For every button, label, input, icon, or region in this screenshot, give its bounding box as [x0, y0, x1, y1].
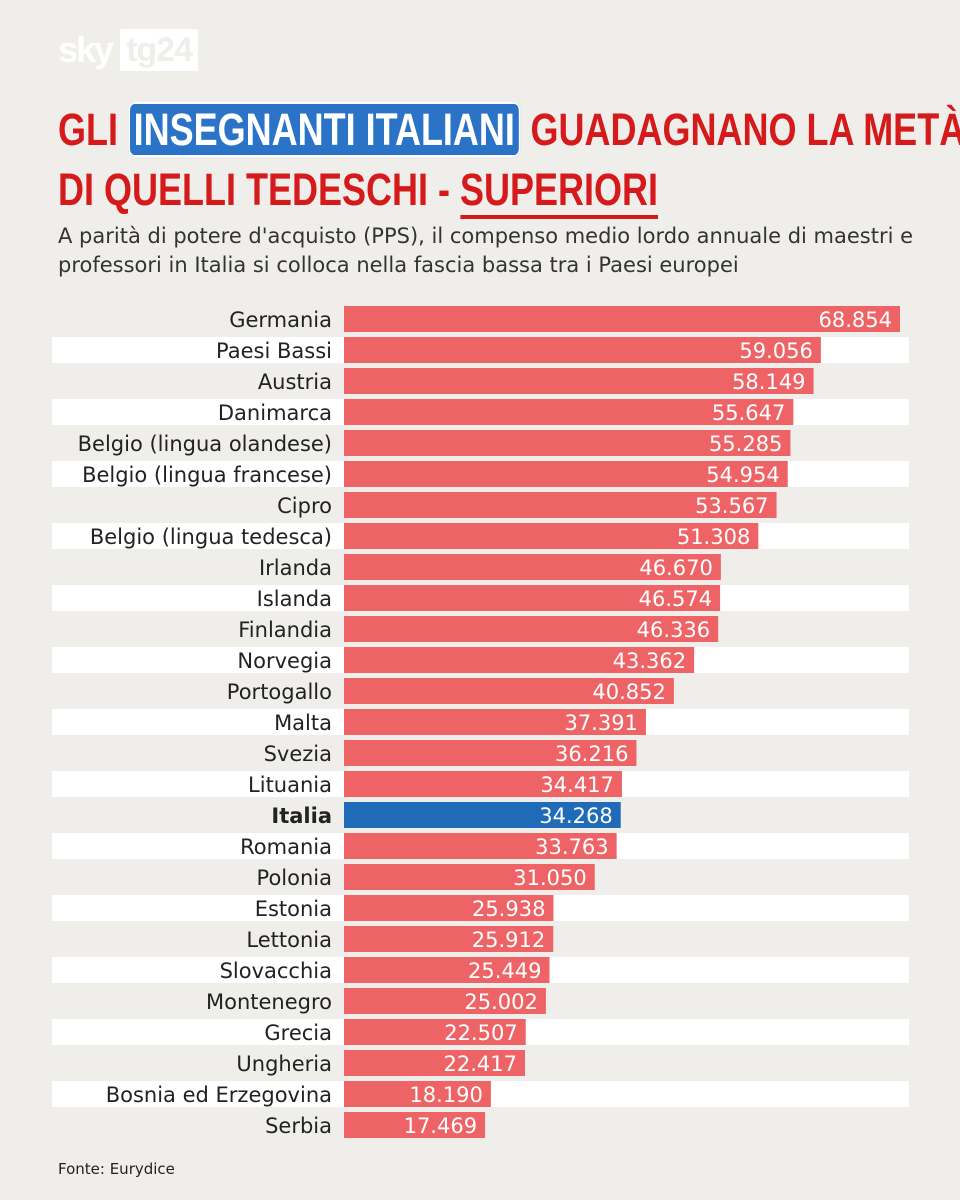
bar-23 — [344, 1019, 526, 1045]
bar-1 — [344, 337, 821, 363]
category-label: Lituania — [248, 773, 332, 797]
sky-tg24-logo: sky tg24 — [58, 28, 198, 72]
value-label: 34.417 — [540, 773, 613, 797]
title-part-1: GLI — [58, 104, 118, 155]
source-note: Fonte: Eurydice — [58, 1160, 175, 1178]
bar-11 — [344, 647, 695, 673]
category-label: Montenegro — [206, 990, 332, 1014]
value-label: 25.449 — [468, 959, 541, 983]
value-label: 43.362 — [613, 649, 686, 673]
title-highlight: INSEGNANTI ITALIANI — [128, 102, 521, 157]
bar-2 — [344, 368, 814, 394]
bar-22 — [344, 988, 546, 1014]
value-label: 46.336 — [637, 618, 710, 642]
bar-14 — [344, 740, 637, 766]
category-label: Svezia — [264, 742, 332, 766]
bar-18 — [344, 864, 595, 890]
bar-4 — [344, 430, 791, 456]
category-label: Grecia — [264, 1021, 332, 1045]
value-label: 25.002 — [464, 990, 537, 1014]
category-label: Islanda — [257, 587, 332, 611]
subtitle: A parità di potere d'acquisto (PPS), il … — [58, 224, 914, 277]
title-line-1: GLI INSEGNANTI ITALIANI GUADAGNANO LA ME… — [58, 100, 960, 160]
bar-15 — [344, 771, 622, 797]
value-label: 31.050 — [513, 866, 586, 890]
value-label: 68.854 — [819, 308, 892, 332]
bar-10 — [344, 616, 719, 642]
value-label: 18.190 — [409, 1083, 482, 1107]
category-label: Lettonia — [246, 928, 332, 952]
category-label: Estonia — [255, 897, 332, 921]
category-label: Polonia — [257, 866, 332, 890]
bar-5 — [344, 461, 788, 487]
value-label: 40.852 — [592, 680, 665, 704]
value-label: 33.763 — [535, 835, 608, 859]
bar-7 — [344, 523, 759, 549]
title-underlined: SUPERIORI — [460, 164, 659, 219]
bar-16 — [344, 802, 621, 828]
title-part-2: GUADAGNANO LA METÀ — [530, 104, 960, 155]
value-label: 51.308 — [677, 525, 750, 549]
title-line-2: DI QUELLI TEDESCHI - SUPERIORI — [58, 160, 762, 220]
value-label: 37.391 — [564, 711, 637, 735]
logo-tg24-text: tg24 — [120, 29, 198, 71]
category-label: Belgio (lingua tedesca) — [90, 525, 332, 549]
value-label: 25.912 — [472, 928, 545, 952]
bar-25 — [344, 1081, 491, 1107]
bar-6 — [344, 492, 777, 518]
category-label: Bosnia ed Erzegovina — [106, 1083, 332, 1107]
value-label: 22.417 — [444, 1052, 517, 1076]
value-label: 34.268 — [539, 804, 612, 828]
bar-13 — [344, 709, 646, 735]
value-label: 46.574 — [639, 587, 712, 611]
category-label: Belgio (lingua olandese) — [78, 432, 332, 456]
category-label: Belgio (lingua francese) — [82, 463, 332, 487]
title-part-3: DI QUELLI TEDESCHI - — [58, 164, 451, 215]
category-label: Slovacchia — [220, 959, 332, 983]
category-label: Paesi Bassi — [216, 339, 332, 363]
category-label: Norvegia — [237, 649, 332, 673]
category-label: Finlandia — [238, 618, 332, 642]
bar-19 — [344, 895, 554, 921]
page-title: GLI INSEGNANTI ITALIANI GUADAGNANO LA ME… — [58, 100, 960, 220]
bar-3 — [344, 399, 794, 425]
value-label: 22.507 — [444, 1021, 517, 1045]
value-label: 53.567 — [695, 494, 768, 518]
category-label: Portogallo — [227, 680, 332, 704]
category-label: Irlanda — [259, 556, 332, 580]
value-label: 55.285 — [709, 432, 782, 456]
category-label: Romania — [240, 835, 332, 859]
category-label: Ungheria — [236, 1052, 332, 1076]
bar-9 — [344, 585, 721, 611]
value-label: 36.216 — [555, 742, 628, 766]
value-label: 58.149 — [732, 370, 805, 394]
category-label: Malta — [274, 711, 332, 735]
bar-8 — [344, 554, 721, 580]
category-label: Austria — [258, 370, 332, 394]
category-label: Italia — [271, 804, 332, 828]
bar-0 — [344, 306, 900, 332]
category-label: Cipro — [277, 494, 332, 518]
bar-24 — [344, 1050, 526, 1076]
bar-12 — [344, 678, 674, 704]
category-label: Germania — [229, 308, 332, 332]
value-label: 55.647 — [712, 401, 785, 425]
bar-20 — [344, 926, 554, 952]
value-label: 59.056 — [739, 339, 812, 363]
logo-sky-text: sky — [58, 29, 114, 70]
bar-21 — [344, 957, 550, 983]
value-label: 46.670 — [639, 556, 712, 580]
bar-17 — [344, 833, 617, 859]
value-label: 25.938 — [472, 897, 545, 921]
bar-26 — [344, 1112, 486, 1138]
category-label: Serbia — [265, 1114, 332, 1138]
category-label: Danimarca — [218, 401, 332, 425]
value-label: 54.954 — [706, 463, 779, 487]
value-label: 17.469 — [404, 1114, 477, 1138]
